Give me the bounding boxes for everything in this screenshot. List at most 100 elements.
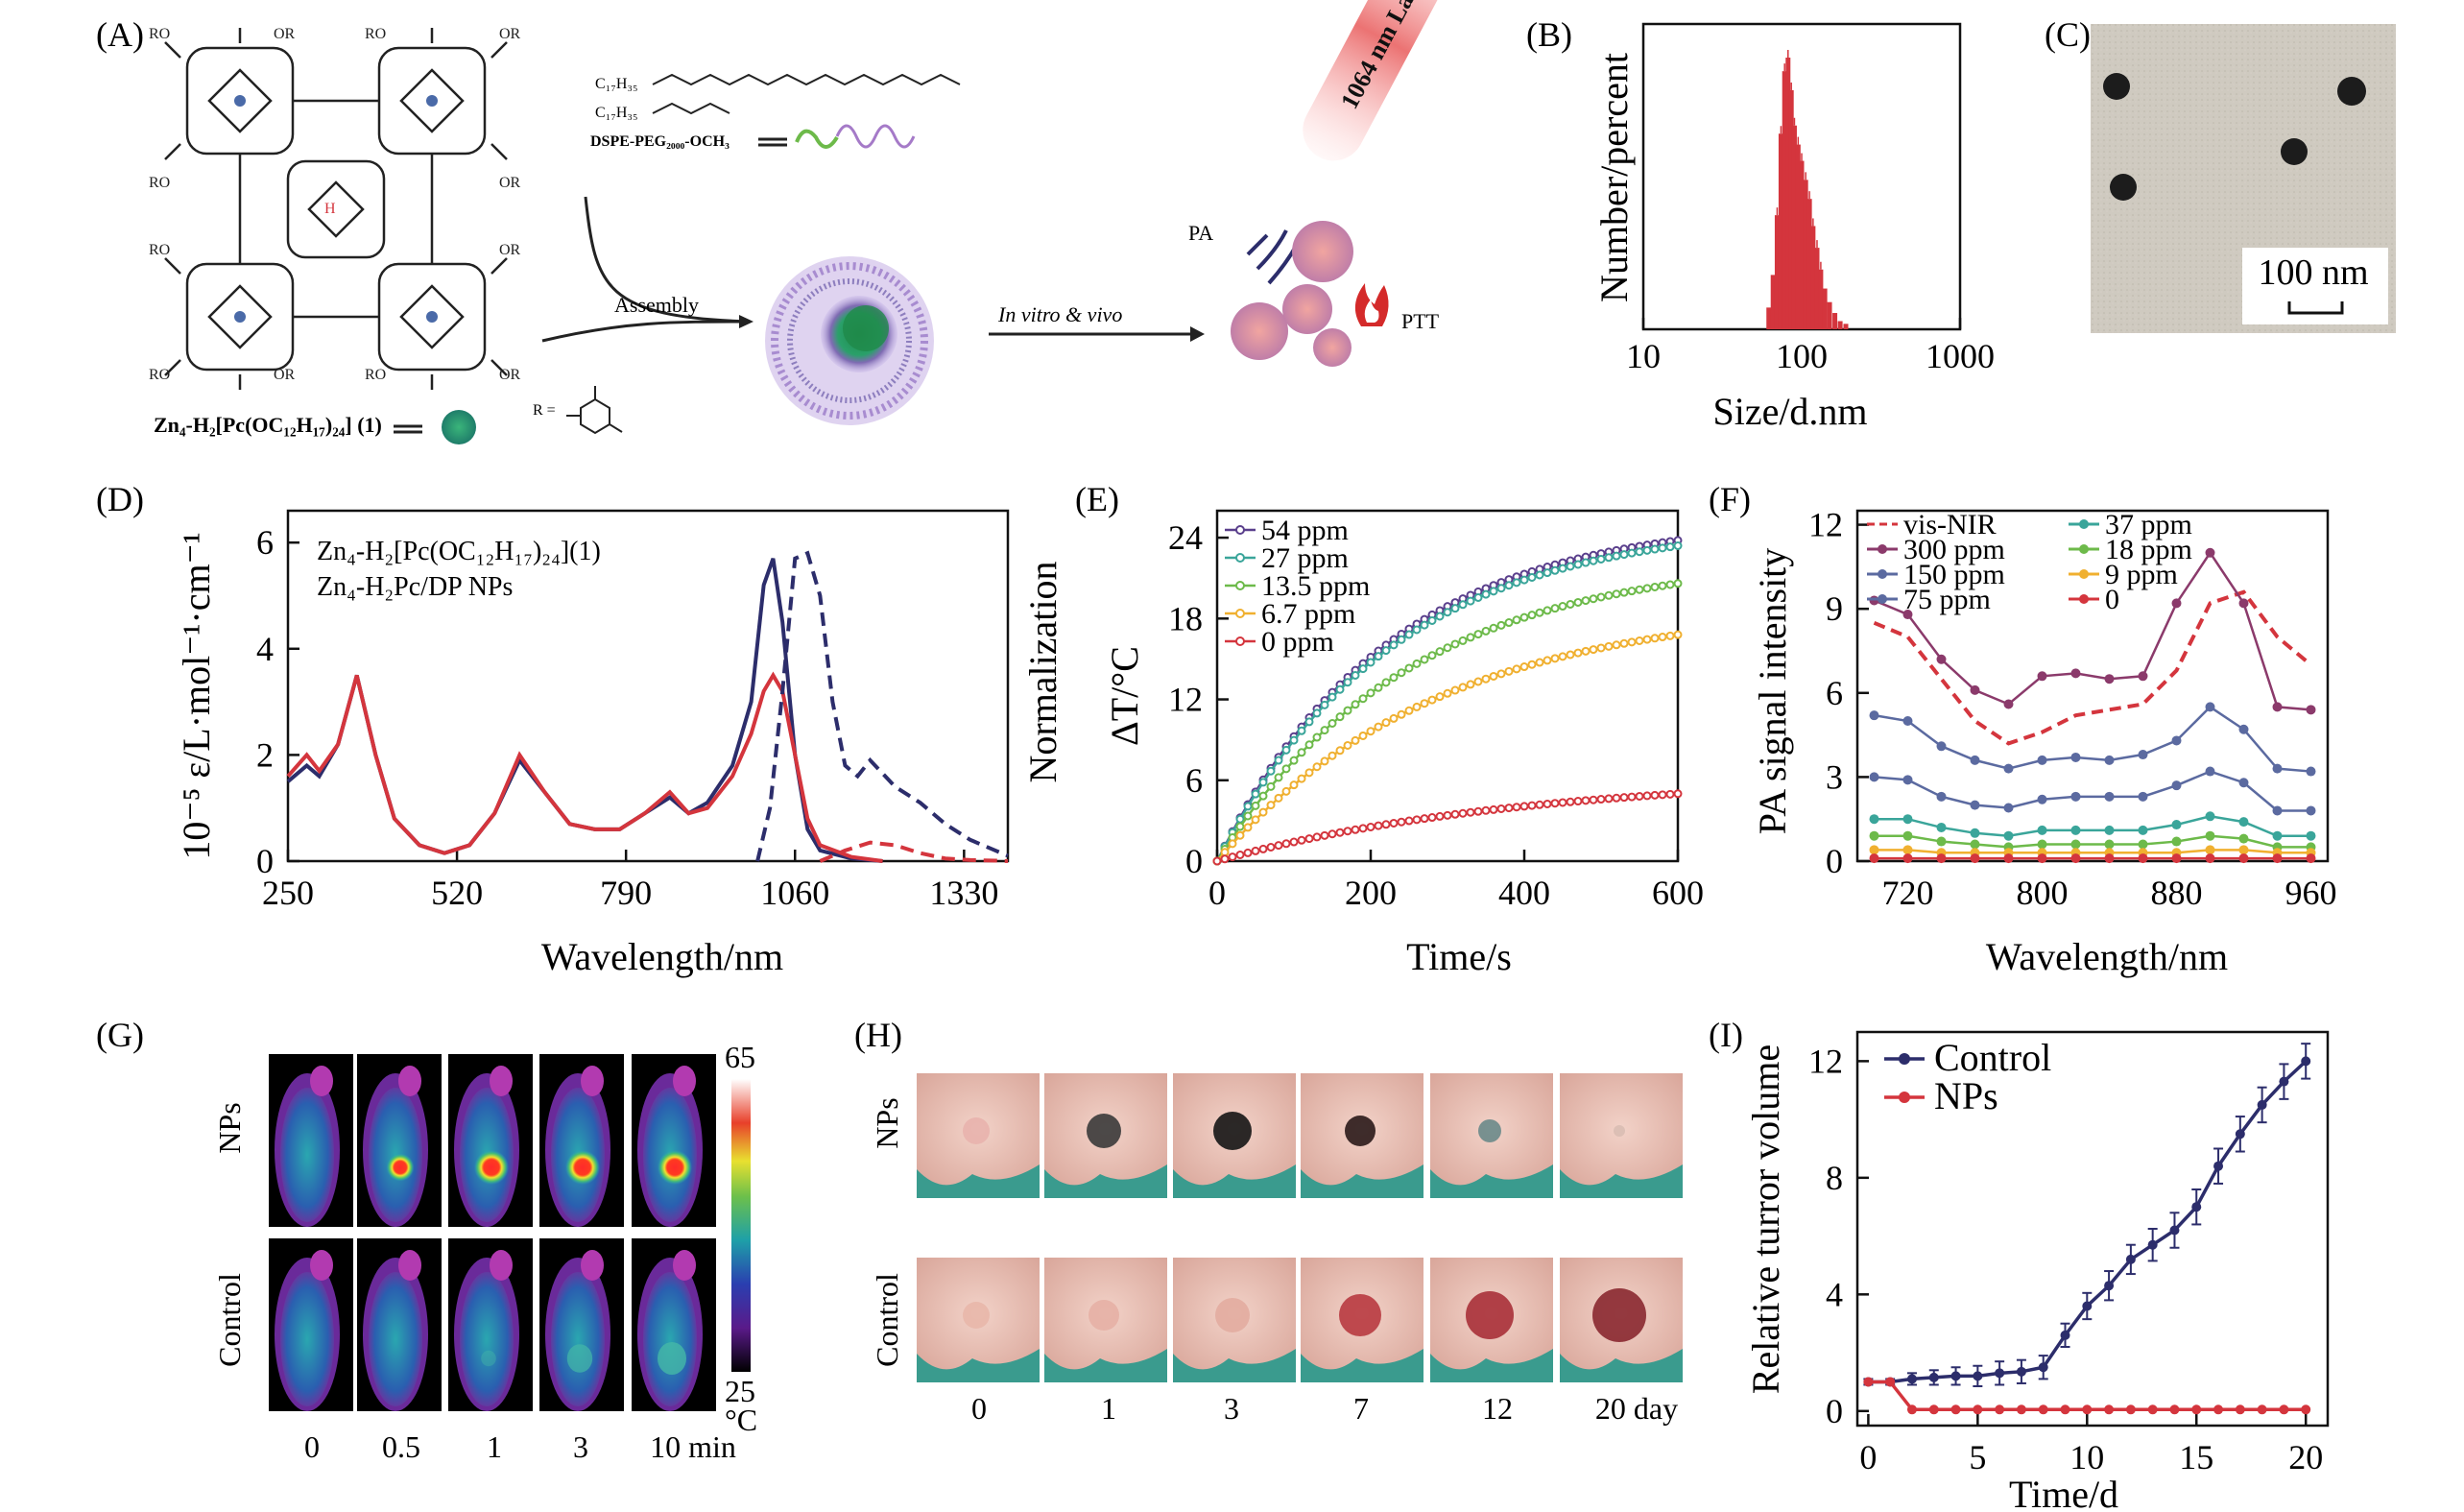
heating-point xyxy=(1420,814,1429,824)
heating-point xyxy=(1266,781,1276,791)
pa-point xyxy=(2238,778,2249,788)
heating-point xyxy=(1304,768,1314,778)
x-tick-label: 250 xyxy=(262,874,314,912)
legend-label: NPs xyxy=(1934,1074,1998,1117)
volume-point xyxy=(2038,1362,2048,1373)
pa-point xyxy=(2205,811,2215,822)
pa-point xyxy=(1869,845,1879,855)
heating-point xyxy=(1281,839,1291,849)
mouse-head xyxy=(673,1250,696,1281)
size-bar xyxy=(1766,307,1772,329)
x-tick-label: 1330 xyxy=(929,874,998,912)
heating-point xyxy=(1381,678,1391,687)
heating-point xyxy=(1481,674,1491,684)
pa-point xyxy=(2104,853,2115,864)
heating-point xyxy=(1627,637,1637,647)
pa-point xyxy=(2138,825,2148,835)
pa-point xyxy=(2171,820,2182,830)
heating-point xyxy=(1235,822,1245,831)
heating-point xyxy=(1496,620,1506,630)
heating-point xyxy=(1466,807,1475,817)
g-time-3: 3 xyxy=(573,1429,588,1464)
heating-point xyxy=(1281,745,1291,755)
heating-point xyxy=(1389,818,1399,828)
heating-point xyxy=(1412,702,1422,711)
heating-point xyxy=(1543,606,1552,615)
volume-point xyxy=(1950,1404,1961,1415)
volume-point xyxy=(2257,1099,2267,1110)
heating-point xyxy=(1604,794,1614,804)
pa-point xyxy=(2171,853,2182,864)
volume-point xyxy=(2060,1404,2070,1415)
legend-marker xyxy=(2079,519,2089,529)
heating-point xyxy=(1397,709,1406,719)
legend-marker xyxy=(2079,544,2089,554)
heating-point xyxy=(1673,541,1683,550)
heating-point xyxy=(1235,850,1245,859)
svg-text:C₁₇H₃₅: C₁₇H₃₅ xyxy=(595,76,638,92)
heating-point xyxy=(1251,801,1260,810)
heating-point xyxy=(1612,589,1621,599)
y-tick-label: 12 xyxy=(1808,1042,1843,1080)
heating-point xyxy=(1450,809,1460,819)
legend-label: 75 ppm xyxy=(1903,584,1991,615)
legend-marker xyxy=(2079,594,2089,604)
svg-text:OR: OR xyxy=(499,175,521,191)
legend-label: 300 ppm xyxy=(1903,534,2005,565)
volume-point xyxy=(1928,1404,1939,1415)
hotspot xyxy=(386,1153,415,1182)
heating-point xyxy=(1519,575,1529,585)
h-day-labels: 0 1 3 7 12 20 day xyxy=(971,1391,1678,1426)
heating-point xyxy=(1589,594,1598,604)
heating-point xyxy=(1420,699,1429,708)
ptt-label: PTT xyxy=(1401,309,1440,333)
mild-heat xyxy=(481,1350,496,1367)
heating-point xyxy=(1527,572,1537,582)
heating-point xyxy=(1258,778,1268,787)
heating-point xyxy=(1381,646,1391,656)
heating-point xyxy=(1351,825,1360,834)
x-tick-label: 800 xyxy=(2017,874,2069,912)
heating-point xyxy=(1427,615,1437,625)
volume-point xyxy=(1950,1371,1961,1381)
heating-point xyxy=(1550,565,1560,575)
tumor xyxy=(963,1117,990,1144)
pa-point xyxy=(2037,755,2047,765)
panel-d-label: (D) xyxy=(96,480,144,518)
heating-point xyxy=(1573,648,1583,658)
heating-point xyxy=(1443,643,1452,653)
mouse-body xyxy=(280,1272,334,1406)
heating-point xyxy=(1512,615,1521,625)
mouse-head xyxy=(310,1066,333,1096)
e-x-axis-label: Time/s xyxy=(1406,935,1512,978)
size-bar xyxy=(1770,275,1776,329)
panel-b-label: (B) xyxy=(1526,15,1572,54)
panel-a: (A) xyxy=(96,0,1462,444)
pa-point xyxy=(1869,772,1879,782)
heating-point xyxy=(1642,584,1652,593)
pa-point xyxy=(2070,752,2081,762)
heating-point xyxy=(1320,726,1329,735)
pa-point xyxy=(1902,814,1913,825)
d-y-axis-label: 10⁻⁵ ε/L·mol⁻¹·cm⁻¹ xyxy=(175,532,218,859)
heating-point xyxy=(1328,692,1337,702)
pa-point xyxy=(1902,853,1913,864)
h-row-label-control: Control xyxy=(870,1273,904,1367)
heating-point xyxy=(1251,789,1260,799)
volume-point xyxy=(1928,1372,1939,1382)
heating-point xyxy=(1673,789,1683,799)
heating-point xyxy=(1443,608,1452,617)
pa-point xyxy=(2003,853,2014,864)
x-tick-label: 5 xyxy=(1969,1438,1986,1476)
heating-point xyxy=(1274,756,1283,765)
heating-point xyxy=(1627,587,1637,596)
heating-point xyxy=(1519,612,1529,622)
legend-marker xyxy=(1899,1092,1910,1103)
heating-point xyxy=(1558,798,1567,807)
heating-point xyxy=(1627,792,1637,802)
x-tick-label: 20 xyxy=(2288,1438,2323,1476)
heating-point xyxy=(1535,608,1544,617)
pa-point xyxy=(2003,830,2014,841)
y-tick-label: 12 xyxy=(1168,681,1203,719)
